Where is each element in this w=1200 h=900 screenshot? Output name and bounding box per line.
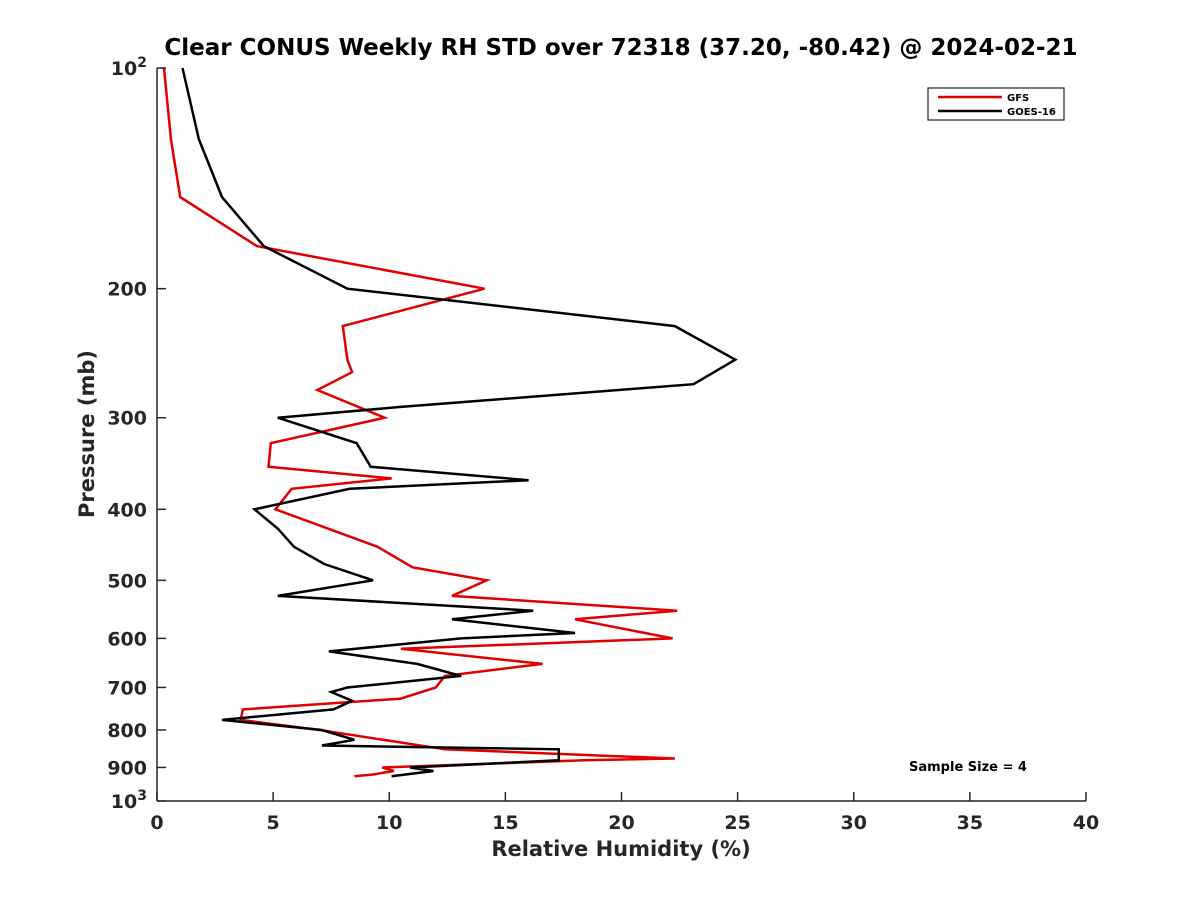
y-tick-exponent: 3: [137, 788, 147, 804]
x-tick-label: 15: [492, 812, 518, 834]
x-tick-label: 35: [957, 812, 983, 834]
x-tick-label: 40: [1073, 812, 1099, 834]
plot-lines: [162, 67, 738, 778]
series-line-goes-16: [181, 67, 738, 778]
x-ticks: 0 5 10 15 20 25 30 35 40: [150, 792, 1099, 834]
x-tick-label: 5: [267, 812, 280, 834]
x-tick-label: 20: [608, 812, 634, 834]
x-tick-label: 10: [376, 812, 402, 834]
legend: GFS GOES-16: [927, 87, 1065, 121]
y-tick-base: 10: [111, 58, 137, 80]
y-tick-exponent: 2: [137, 55, 147, 71]
x-tick-label: 25: [724, 812, 750, 834]
y-tick-label: 900: [107, 757, 147, 779]
series-line-gfs: [162, 67, 678, 778]
y-tick-label: 103: [111, 788, 147, 813]
legend-box: [927, 87, 1065, 121]
y-axis-label: Pressure (mb): [75, 350, 99, 518]
legend-goes16-label: GOES-16: [1007, 107, 1056, 118]
y-tick-label: 800: [107, 720, 147, 742]
y-tick-base: 10: [111, 791, 137, 813]
sample-size-annotation: Sample Size = 4: [909, 760, 1027, 775]
y-tick-label: 700: [107, 677, 147, 699]
y-tick-label: 300: [107, 408, 147, 430]
y-tick-label: 400: [107, 499, 147, 521]
y-tick-label: 500: [107, 570, 147, 592]
x-tick-label: 30: [841, 812, 867, 834]
y-tick-label: 102: [111, 55, 147, 80]
y-tick-label: 600: [107, 628, 147, 650]
x-axis-label: Relative Humidity (%): [491, 837, 750, 861]
y-tick-label: 200: [107, 279, 147, 301]
chart-title: Clear CONUS Weekly RH STD over 72318 (37…: [164, 35, 1077, 61]
x-tick-label: 0: [150, 812, 163, 834]
legend-gfs-label: GFS: [1007, 93, 1029, 104]
